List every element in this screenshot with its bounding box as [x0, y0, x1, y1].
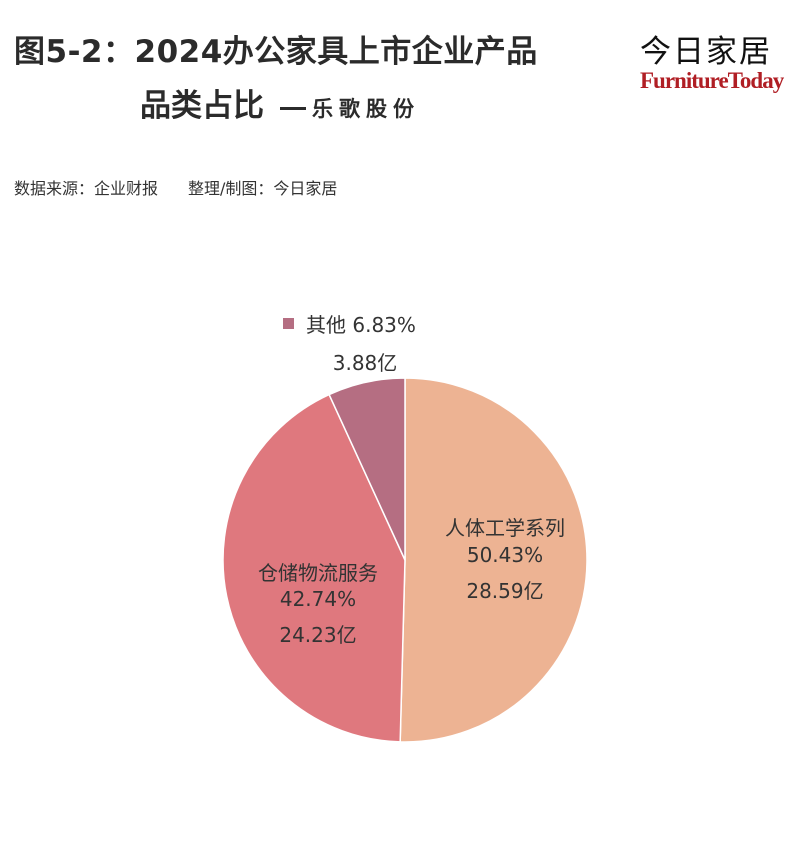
chart-title-category: 品类占比 [140, 88, 264, 124]
slice-label-name-1: 仓储物流服务 [258, 561, 378, 585]
brand-logo-en: FurnitureToday [640, 68, 784, 93]
pie-slice-1 [222, 393, 406, 743]
slice-label-name-0: 人体工学系列 [445, 516, 565, 540]
credit-text: 整理/制图：今日家居 [188, 179, 338, 198]
slice-label-percent-0: 50.43% [467, 543, 543, 567]
slice-label-percent-1: 42.74% [280, 587, 356, 611]
chart-title-company: 乐歌股份 [312, 97, 420, 121]
title-dash [280, 107, 306, 110]
pie-slices [222, 377, 588, 743]
data-source-text: 数据来源：企业财报 [14, 179, 159, 198]
pie-slice-2 [328, 377, 406, 561]
pie-slice-0 [399, 377, 588, 743]
slice-label-value-0: 28.59亿 [466, 579, 543, 603]
chart-title-line2: 品类占比 乐歌股份 [140, 80, 420, 125]
source-line: 数据来源：企业财报 整理/制图：今日家居 [14, 175, 337, 199]
chart-title-line1: 图5-2：2024办公家具上市企业产品 [14, 34, 538, 70]
slice-label-name-percent-2: 其他 6.83% [306, 313, 416, 337]
legend-swatch-2 [283, 318, 294, 329]
slice-label-value-2: 3.88亿 [333, 351, 398, 375]
brand-logo-cn: 今日家居 [640, 34, 772, 70]
slice-label-value-1: 24.23亿 [279, 623, 356, 647]
